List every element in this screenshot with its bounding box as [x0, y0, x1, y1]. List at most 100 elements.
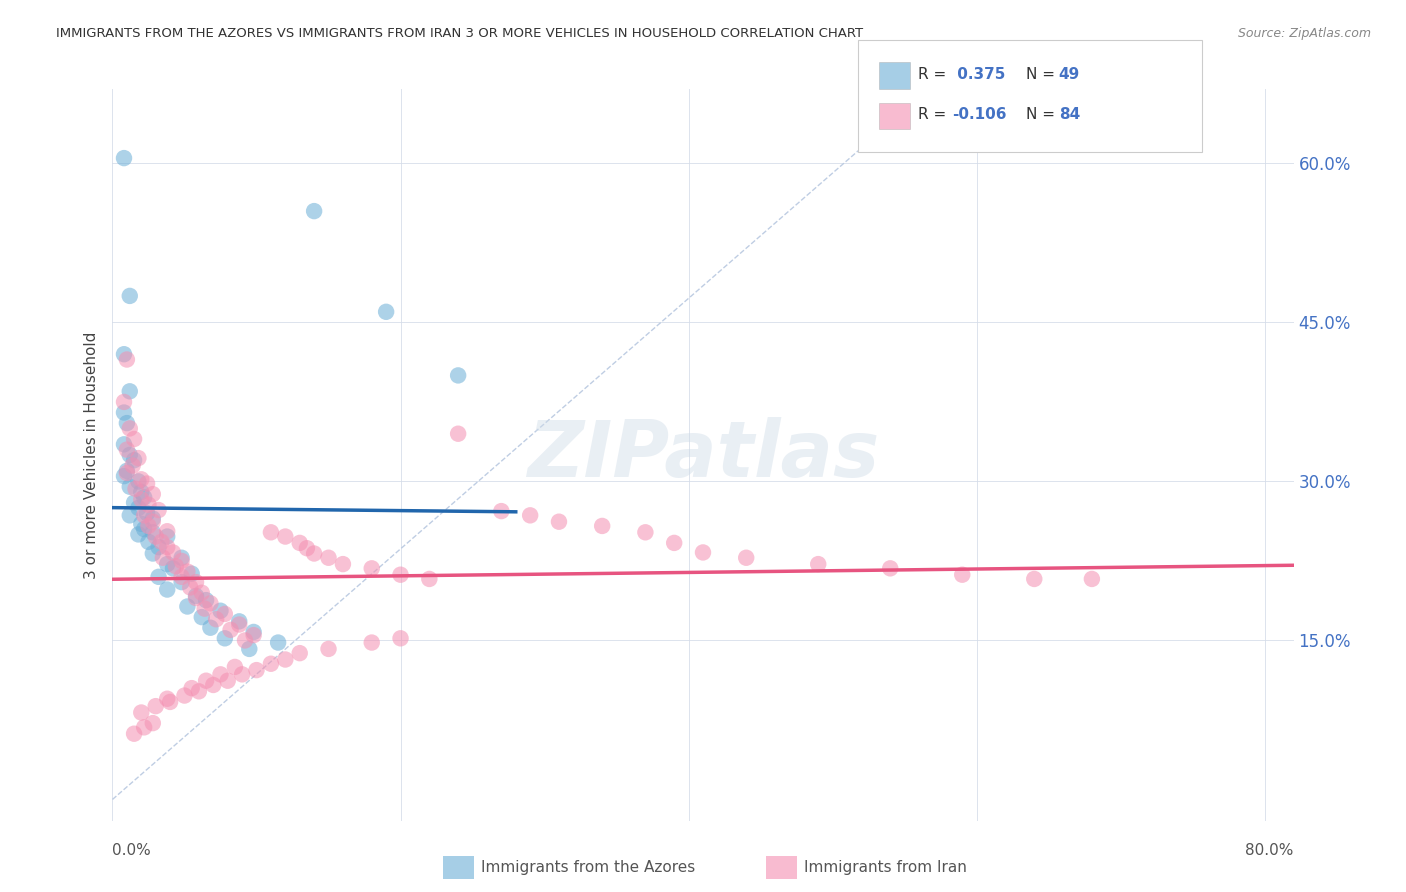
- Point: [238, 641, 260, 656]
- Point: [200, 596, 222, 610]
- Point: [214, 607, 236, 621]
- Point: [519, 508, 541, 523]
- Point: [491, 504, 513, 518]
- Point: [129, 492, 152, 507]
- Point: [295, 541, 318, 556]
- Point: [150, 534, 173, 549]
- Point: [242, 624, 264, 639]
- Point: [134, 491, 156, 505]
- Point: [214, 632, 236, 646]
- Point: [170, 550, 193, 565]
- Point: [389, 632, 412, 646]
- Point: [118, 508, 141, 523]
- Point: [591, 519, 613, 533]
- Point: [187, 684, 209, 698]
- Point: [162, 561, 184, 575]
- Point: [1081, 572, 1104, 586]
- Point: [145, 699, 167, 714]
- Point: [136, 476, 159, 491]
- Point: [122, 495, 145, 509]
- Text: N =: N =: [1026, 107, 1060, 121]
- Point: [228, 615, 250, 629]
- Text: 84: 84: [1059, 107, 1080, 121]
- Point: [664, 536, 686, 550]
- Point: [121, 458, 143, 473]
- Point: [267, 635, 290, 649]
- Point: [148, 540, 170, 554]
- Text: R =: R =: [918, 67, 952, 81]
- Point: [118, 289, 141, 303]
- Point: [138, 534, 160, 549]
- Text: ZIPatlas: ZIPatlas: [527, 417, 879, 493]
- Point: [165, 559, 187, 574]
- Point: [134, 508, 156, 523]
- Point: [156, 557, 179, 571]
- Point: [318, 641, 340, 656]
- Point: [173, 689, 195, 703]
- Point: [142, 511, 165, 525]
- Point: [156, 530, 179, 544]
- Point: [375, 305, 398, 319]
- Point: [115, 416, 138, 430]
- Point: [156, 524, 179, 539]
- Point: [142, 515, 165, 529]
- Point: [447, 426, 470, 441]
- Point: [129, 706, 152, 720]
- Point: [274, 530, 297, 544]
- Point: [159, 695, 181, 709]
- Point: [242, 628, 264, 642]
- Point: [118, 480, 141, 494]
- Point: [122, 453, 145, 467]
- Point: [115, 352, 138, 367]
- Point: [184, 591, 207, 605]
- Text: IMMIGRANTS FROM THE AZORES VS IMMIGRANTS FROM IRAN 3 OR MORE VEHICLES IN HOUSEHO: IMMIGRANTS FROM THE AZORES VS IMMIGRANTS…: [56, 27, 863, 40]
- Point: [129, 472, 152, 486]
- Point: [176, 565, 198, 579]
- Point: [447, 368, 470, 383]
- Point: [118, 448, 141, 462]
- Point: [807, 557, 830, 571]
- Point: [112, 395, 135, 409]
- Point: [170, 570, 193, 584]
- Point: [148, 503, 170, 517]
- Point: [170, 575, 193, 590]
- Point: [112, 437, 135, 451]
- Point: [200, 621, 222, 635]
- Point: [202, 678, 225, 692]
- Point: [209, 604, 232, 618]
- Point: [127, 500, 149, 515]
- Point: [142, 547, 165, 561]
- Point: [360, 561, 382, 575]
- Point: [148, 570, 170, 584]
- Point: [274, 652, 297, 666]
- Text: Immigrants from the Azores: Immigrants from the Azores: [481, 860, 695, 874]
- Point: [142, 716, 165, 731]
- Point: [288, 646, 311, 660]
- Point: [129, 485, 152, 500]
- Point: [134, 522, 156, 536]
- Point: [735, 550, 758, 565]
- Point: [191, 610, 214, 624]
- Text: 0.0%: 0.0%: [112, 843, 152, 858]
- Point: [191, 585, 214, 599]
- Point: [136, 506, 159, 520]
- Point: [118, 421, 141, 435]
- Point: [180, 566, 202, 581]
- Point: [112, 151, 135, 165]
- Point: [127, 451, 149, 466]
- Point: [156, 582, 179, 597]
- Point: [228, 617, 250, 632]
- Point: [245, 663, 267, 677]
- Point: [318, 550, 340, 565]
- Point: [217, 673, 239, 688]
- Text: -0.106: -0.106: [952, 107, 1007, 121]
- Point: [195, 673, 218, 688]
- Point: [1024, 572, 1046, 586]
- Point: [112, 405, 135, 419]
- Point: [138, 498, 160, 512]
- Point: [233, 633, 256, 648]
- Point: [231, 667, 253, 681]
- Point: [205, 612, 228, 626]
- Point: [288, 536, 311, 550]
- Text: 0.375: 0.375: [952, 67, 1005, 81]
